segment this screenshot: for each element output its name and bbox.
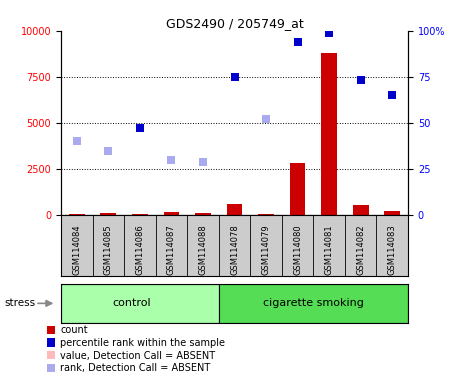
Bar <box>100 213 116 215</box>
Text: stress: stress <box>5 298 36 308</box>
Text: rank, Detection Call = ABSENT: rank, Detection Call = ABSENT <box>60 363 210 373</box>
Text: GSM114087: GSM114087 <box>167 224 176 275</box>
Bar <box>69 214 84 215</box>
Bar <box>290 164 305 215</box>
Bar <box>219 284 408 323</box>
Bar <box>321 53 337 215</box>
Text: GSM114083: GSM114083 <box>388 224 397 275</box>
Title: GDS2490 / 205749_at: GDS2490 / 205749_at <box>166 17 303 30</box>
Text: GSM114084: GSM114084 <box>72 224 81 275</box>
Text: GSM114088: GSM114088 <box>198 224 207 275</box>
Text: count: count <box>60 325 88 335</box>
Text: GSM114080: GSM114080 <box>293 224 302 275</box>
Bar <box>195 213 211 215</box>
Bar <box>61 284 219 323</box>
Text: GSM114081: GSM114081 <box>325 224 333 275</box>
Text: value, Detection Call = ABSENT: value, Detection Call = ABSENT <box>60 351 215 361</box>
Text: control: control <box>113 298 151 308</box>
Text: GSM114078: GSM114078 <box>230 224 239 275</box>
Bar <box>164 212 179 215</box>
Bar <box>132 214 148 215</box>
Bar <box>385 211 400 215</box>
Text: GSM114085: GSM114085 <box>104 224 113 275</box>
Text: GSM114082: GSM114082 <box>356 224 365 275</box>
Text: GSM114086: GSM114086 <box>136 224 144 275</box>
Text: cigarette smoking: cigarette smoking <box>263 298 364 308</box>
Text: GSM114079: GSM114079 <box>262 224 271 275</box>
Text: percentile rank within the sample: percentile rank within the sample <box>60 338 225 348</box>
Bar <box>227 204 242 215</box>
Bar <box>258 214 274 215</box>
Bar <box>353 205 369 215</box>
